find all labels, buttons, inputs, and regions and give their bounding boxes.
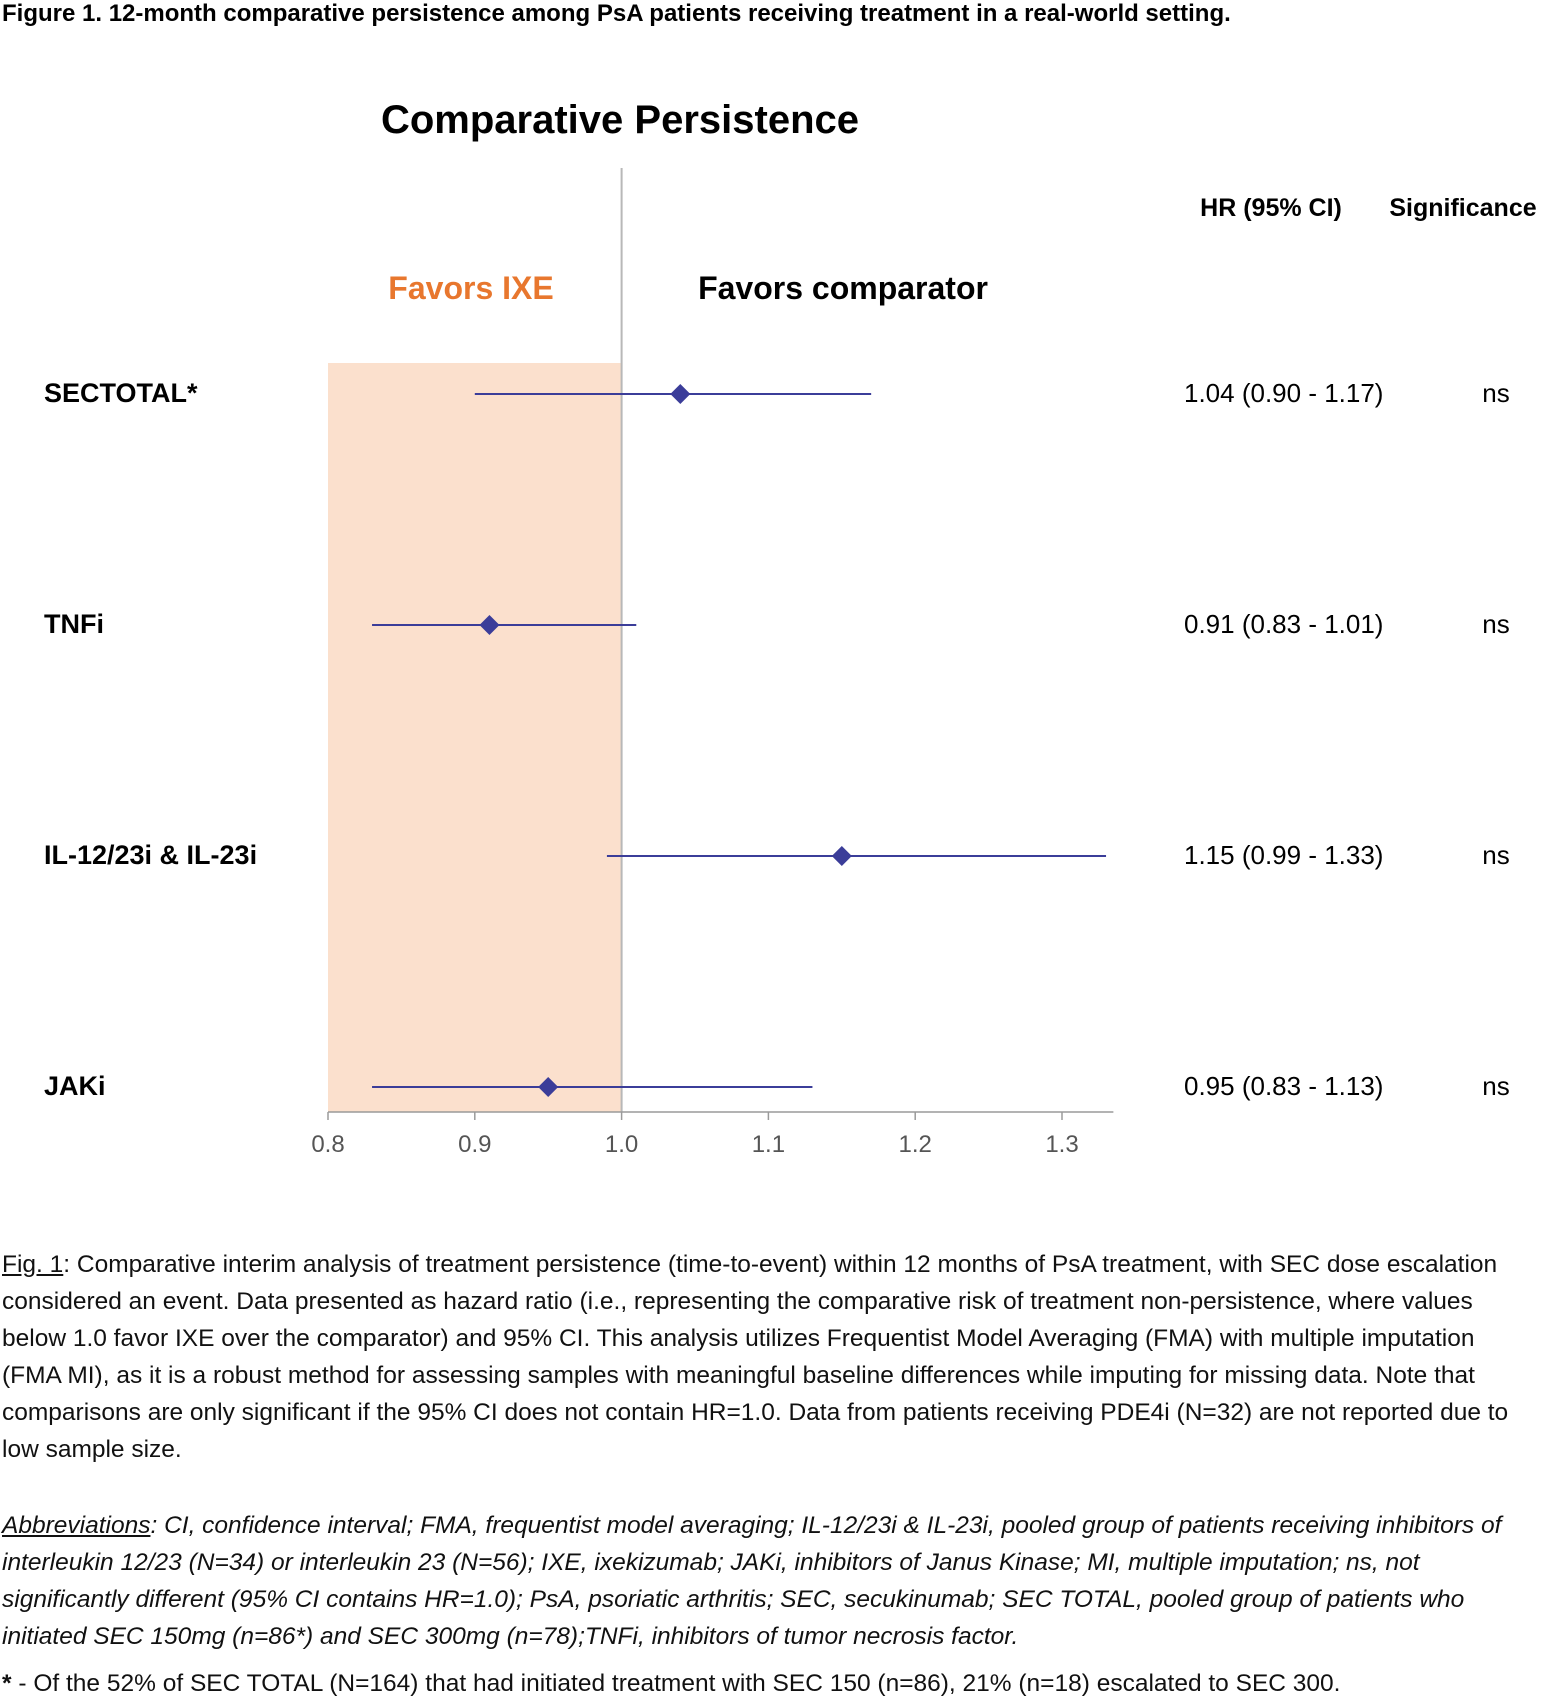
caption-fig-label: Fig. 1: [2, 1251, 64, 1278]
favors-ixe-label: Favors IXE: [388, 270, 553, 306]
favors-comparator-label: Favors comparator: [698, 270, 988, 306]
figure-caption: Fig. 1: Comparative interim analysis of …: [2, 1246, 1537, 1468]
significance-value: ns: [1482, 840, 1509, 870]
hr-point-marker: [831, 846, 852, 866]
footnote-text: - Of the 52% of SEC TOTAL (N=164) that h…: [11, 1670, 1341, 1697]
caption-text: : Comparative interim analysis of treatm…: [2, 1251, 1509, 1463]
abbreviations-text: : CI, confidence interval; FMA, frequent…: [2, 1512, 1502, 1650]
row-label: SECTOTAL*: [44, 378, 198, 408]
col-header-hr: HR (95% CI): [1200, 194, 1342, 222]
row-label: JAKi: [44, 1071, 106, 1101]
significance-value: ns: [1482, 378, 1509, 408]
row-label: IL-12/23i & IL-23i: [44, 840, 257, 870]
abbreviations: Abbreviations: CI, confidence interval; …: [2, 1507, 1537, 1655]
x-tick-label: 0.8: [311, 1131, 344, 1158]
footnote: * - Of the 52% of SEC TOTAL (N=164) that…: [2, 1665, 1537, 1702]
favors-ixe-shaded-region: [328, 363, 622, 1112]
hr-ci-value: 1.15 (0.99 - 1.33): [1184, 840, 1383, 870]
hr-point-marker: [538, 1077, 559, 1097]
x-tick-label: 1.1: [752, 1131, 785, 1158]
hr-point-marker: [479, 615, 500, 635]
significance-value: ns: [1482, 609, 1509, 639]
figure-title: Figure 1. 12-month comparative persisten…: [2, 0, 1231, 27]
x-tick-label: 1.2: [899, 1131, 932, 1158]
hr-ci-value: 1.04 (0.90 - 1.17): [1184, 378, 1383, 408]
x-tick-label: 0.9: [458, 1131, 491, 1158]
x-tick-label: 1.0: [605, 1131, 638, 1158]
hr-ci-value: 0.95 (0.83 - 1.13): [1184, 1071, 1383, 1101]
significance-value: ns: [1482, 1071, 1509, 1101]
hr-ci-value: 0.91 (0.83 - 1.01): [1184, 609, 1383, 639]
chart-title: Comparative Persistence: [381, 98, 859, 142]
abbreviations-label: Abbreviations: [2, 1512, 151, 1539]
x-tick-label: 1.3: [1045, 1131, 1078, 1158]
forest-plot: Comparative Persistence HR (95% CI) Sign…: [44, 98, 1537, 1158]
col-header-significance: Significance: [1389, 194, 1536, 222]
footnote-marker: *: [2, 1670, 12, 1697]
hr-point-marker: [670, 384, 691, 404]
row-label: TNFi: [44, 609, 104, 639]
